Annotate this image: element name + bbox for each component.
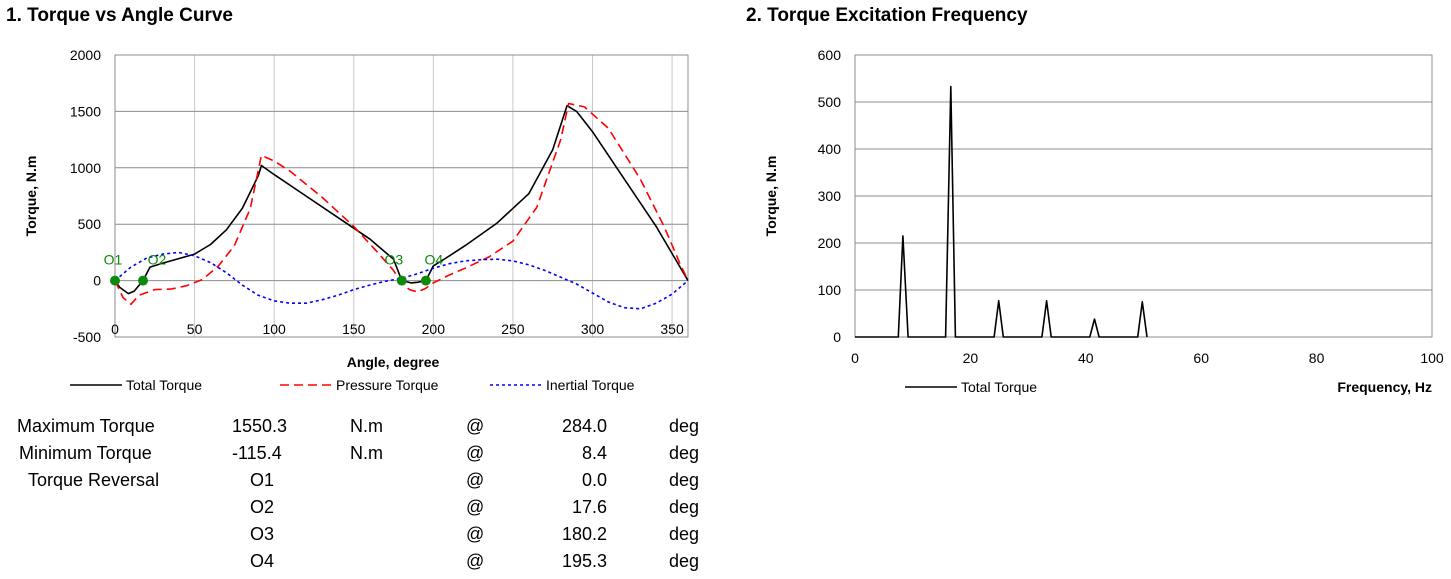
results-at: @ <box>466 470 485 490</box>
results-label: Maximum Torque <box>17 416 155 436</box>
results-table: Maximum Torque 1550.3 N.m @ 284.0 deg Mi… <box>0 412 720 577</box>
y-tick-label: 500 <box>78 216 102 232</box>
legend-label: Total Torque <box>961 379 1037 395</box>
results-value: -115.4 <box>232 443 282 463</box>
results-angle: 8.4 <box>581 443 607 463</box>
results-angle-unit: deg <box>669 524 700 544</box>
results-at: @ <box>466 416 485 436</box>
results-angle-unit: deg <box>669 497 700 517</box>
results-value: O2 <box>250 497 275 517</box>
y-tick-label: 0 <box>93 273 101 289</box>
results-value: 1550.3 <box>232 416 288 436</box>
results-label: Minimum Torque <box>19 443 152 463</box>
series-line-total-torque <box>114 104 689 295</box>
y-tick-label: 1500 <box>70 103 101 119</box>
results-value: O3 <box>250 524 275 544</box>
plot-frame <box>854 54 1433 338</box>
series-line-pressure-torque <box>114 102 689 306</box>
reversal-label-o1: O1 <box>104 252 123 268</box>
x-tick-label: 200 <box>422 321 446 337</box>
results-angle-unit: deg <box>669 470 700 490</box>
results-angle: 0.0 <box>581 470 607 490</box>
x-tick-label: 60 <box>1193 350 1209 366</box>
results-angle-unit: deg <box>669 443 700 463</box>
reversal-marker-o1 <box>110 275 120 286</box>
results-label: Torque Reversal <box>28 470 160 490</box>
results-angle: 284.0 <box>561 416 607 436</box>
results-unit: N.m <box>350 443 383 463</box>
y-tick-label: 400 <box>818 141 842 157</box>
results-at: @ <box>466 551 485 571</box>
legend-label: Pressure Torque <box>336 377 439 393</box>
y-tick-label: 600 <box>818 47 842 63</box>
reversal-label-o4: O4 <box>425 252 444 268</box>
x-axis-label: Frequency, Hz <box>1337 379 1432 395</box>
results-at: @ <box>466 443 485 463</box>
x-tick-label: 0 <box>111 321 119 337</box>
torque-angle-chart: -500 0 500 1000 1500 2000 0 50 100 150 200 250 300 35… <box>23 47 689 393</box>
y-axis-label: Torque, N.m <box>23 156 39 237</box>
reversal-marker-o3 <box>396 275 407 286</box>
x-tick-label: 20 <box>963 350 979 366</box>
results-angle: 17.6 <box>571 497 607 517</box>
reversal-marker-o2 <box>138 275 149 286</box>
results-unit: N.m <box>350 416 383 436</box>
y-tick-label: 300 <box>818 188 842 204</box>
x-tick-label: 0 <box>851 350 859 366</box>
reversal-marker-o4 <box>420 275 431 286</box>
x-axis-label: Angle, degree <box>347 354 440 370</box>
y-tick-label: 100 <box>818 282 842 298</box>
x-tick-label: 100 <box>1420 350 1444 366</box>
x-tick-label: 50 <box>187 321 203 337</box>
x-tick-label: 40 <box>1078 350 1094 366</box>
y-tick-label: 2000 <box>70 47 101 63</box>
results-angle: 195.3 <box>561 551 607 571</box>
y-tick-label: 200 <box>818 235 842 251</box>
x-tick-label: 300 <box>581 321 605 337</box>
reversal-label-o3: O3 <box>384 252 403 268</box>
results-angle: 180.2 <box>561 524 607 544</box>
results-value: O4 <box>250 551 275 571</box>
x-tick-label: 350 <box>660 321 684 337</box>
legend-label: Total Torque <box>126 377 202 393</box>
x-tick-label: 100 <box>262 321 286 337</box>
legend-label: Inertial Torque <box>546 377 635 393</box>
y-tick-label: -500 <box>73 329 101 345</box>
x-tick-label: 80 <box>1309 350 1325 366</box>
y-tick-label: 1000 <box>70 160 101 176</box>
plot-frame <box>114 54 689 338</box>
chart2-title: 2. Torque Excitation Frequency <box>746 5 1028 26</box>
results-angle-unit: deg <box>669 416 700 436</box>
y-axis-label: Torque, N.m <box>763 156 779 237</box>
y-tick-label: 0 <box>833 329 841 345</box>
results-at: @ <box>466 524 485 544</box>
chart1-title: 1. Torque vs Angle Curve <box>6 5 233 26</box>
y-tick-label: 500 <box>818 94 842 110</box>
results-angle-unit: deg <box>669 551 700 571</box>
torque-frequency-chart: 0 100 200 300 400 500 600 0 20 40 60 80 100 Frequency… <box>763 47 1444 395</box>
series-line-total-torque <box>855 85 1148 338</box>
x-tick-label: 150 <box>342 321 366 337</box>
x-tick-label: 250 <box>501 321 525 337</box>
results-at: @ <box>466 497 485 517</box>
results-value: O1 <box>250 470 275 490</box>
series-line-inertial-torque <box>114 251 689 310</box>
reversal-label-o2: O2 <box>148 252 167 268</box>
